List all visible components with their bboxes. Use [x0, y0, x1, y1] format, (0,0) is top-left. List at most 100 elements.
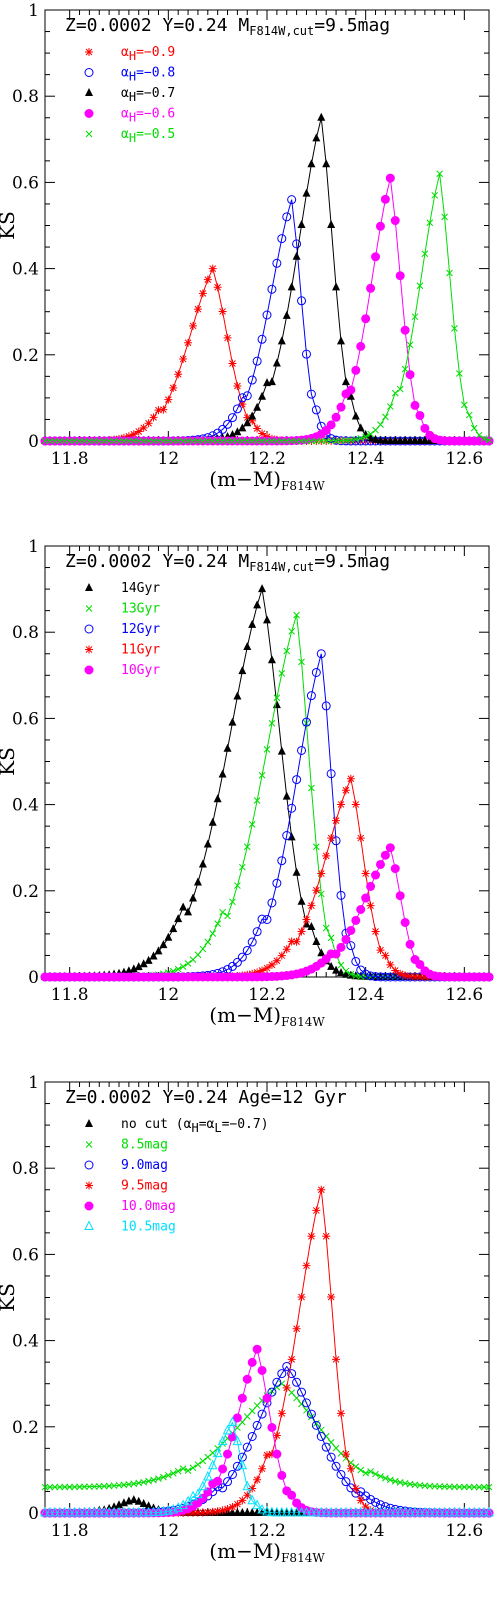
legend-marker [84, 109, 94, 118]
y-tick-label: 0.4 [12, 260, 39, 280]
data-point [331, 1506, 341, 1517]
data-point [248, 821, 256, 828]
data-point [179, 963, 187, 970]
data-point [61, 437, 69, 445]
data-point [321, 1506, 332, 1517]
data-point [238, 1496, 247, 1505]
data-point [332, 1355, 341, 1364]
data-point [356, 971, 365, 980]
data-point [138, 1506, 149, 1517]
data-point [242, 1480, 253, 1491]
data-point [46, 1483, 54, 1491]
data-point [431, 1482, 439, 1490]
data-point [293, 437, 300, 445]
data-point [278, 670, 286, 677]
data-point [159, 940, 168, 949]
data-point [356, 423, 365, 432]
x-tick-label: 11.8 [51, 1521, 89, 1541]
data-point [405, 939, 415, 949]
data-point [298, 658, 305, 666]
data-point [263, 746, 271, 753]
data-point [184, 338, 193, 347]
data-point [189, 1464, 197, 1472]
data-point [297, 745, 307, 755]
data-point [155, 1475, 162, 1483]
data-point [223, 743, 232, 752]
data-point [144, 419, 153, 428]
data-point [395, 891, 405, 901]
data-point [145, 1477, 152, 1485]
data-point [485, 1483, 493, 1491]
data-point [415, 410, 425, 420]
data-point [213, 1476, 223, 1486]
data-point [263, 964, 271, 973]
x-tick-label: 12.2 [248, 985, 286, 1005]
data-point [223, 1504, 232, 1513]
legend-entry: αH=−0.8 [84, 66, 175, 84]
data-point [317, 890, 325, 898]
data-point [371, 927, 380, 936]
data-point [415, 959, 425, 969]
data-point [327, 1293, 336, 1302]
data-point [382, 413, 389, 421]
data-point [212, 1447, 223, 1458]
series-4 [41, 1185, 493, 1517]
data-point [149, 413, 158, 422]
legend-label: 12Gyr [121, 622, 160, 637]
data-point [238, 437, 246, 445]
chart-panel-3: 11.8 12 12.2 12.4 12.6 0 0.2 0.4 0.6 0.8 1 (m−M)F81… [0, 1073, 494, 1565]
data-point [366, 283, 376, 293]
data-point [484, 972, 494, 982]
data-point [232, 1435, 243, 1446]
data-point [81, 437, 88, 445]
data-point [110, 437, 118, 445]
data-point [410, 1506, 420, 1517]
data-point [198, 859, 207, 868]
data-point [372, 426, 379, 434]
data-point [223, 1449, 233, 1459]
data-point [337, 336, 345, 345]
legend-marker [85, 1141, 93, 1148]
series-line [45, 614, 489, 977]
data-point [322, 1232, 331, 1241]
data-point [341, 1506, 351, 1517]
data-point [174, 914, 183, 923]
data-point [105, 437, 113, 445]
data-point [480, 1483, 488, 1491]
data-point [237, 393, 247, 403]
data-point [202, 1470, 213, 1481]
data-point [198, 1480, 208, 1491]
data-point [169, 924, 178, 933]
legend-entry: 13Gyr [85, 602, 160, 617]
data-point [306, 691, 316, 701]
data-point [203, 839, 212, 848]
data-point [456, 1483, 463, 1491]
data-point [124, 1506, 134, 1517]
data-point [242, 391, 252, 401]
data-point [189, 321, 197, 330]
data-point [429, 1506, 440, 1517]
legend-label: 11Gyr [121, 643, 160, 658]
data-point [232, 1461, 242, 1471]
data-point [396, 969, 405, 978]
data-point [327, 934, 335, 942]
data-point [367, 1468, 374, 1475]
data-point [214, 920, 222, 927]
data-point [278, 1380, 286, 1388]
data-point [90, 437, 98, 445]
data-point [160, 1473, 167, 1481]
data-point [253, 1402, 261, 1409]
data-point [120, 437, 128, 445]
data-point [360, 1506, 371, 1517]
data-point [470, 1483, 478, 1491]
legend-label: αH=−0.6 [121, 107, 175, 125]
data-point [332, 437, 340, 445]
y-tick-label: 0.2 [12, 346, 39, 366]
y-tick-label: 0 [28, 432, 39, 452]
data-point [253, 424, 262, 433]
data-point [474, 1506, 484, 1517]
data-point [242, 1442, 252, 1452]
data-point [441, 213, 448, 221]
data-point [371, 434, 380, 443]
data-point [243, 437, 251, 445]
